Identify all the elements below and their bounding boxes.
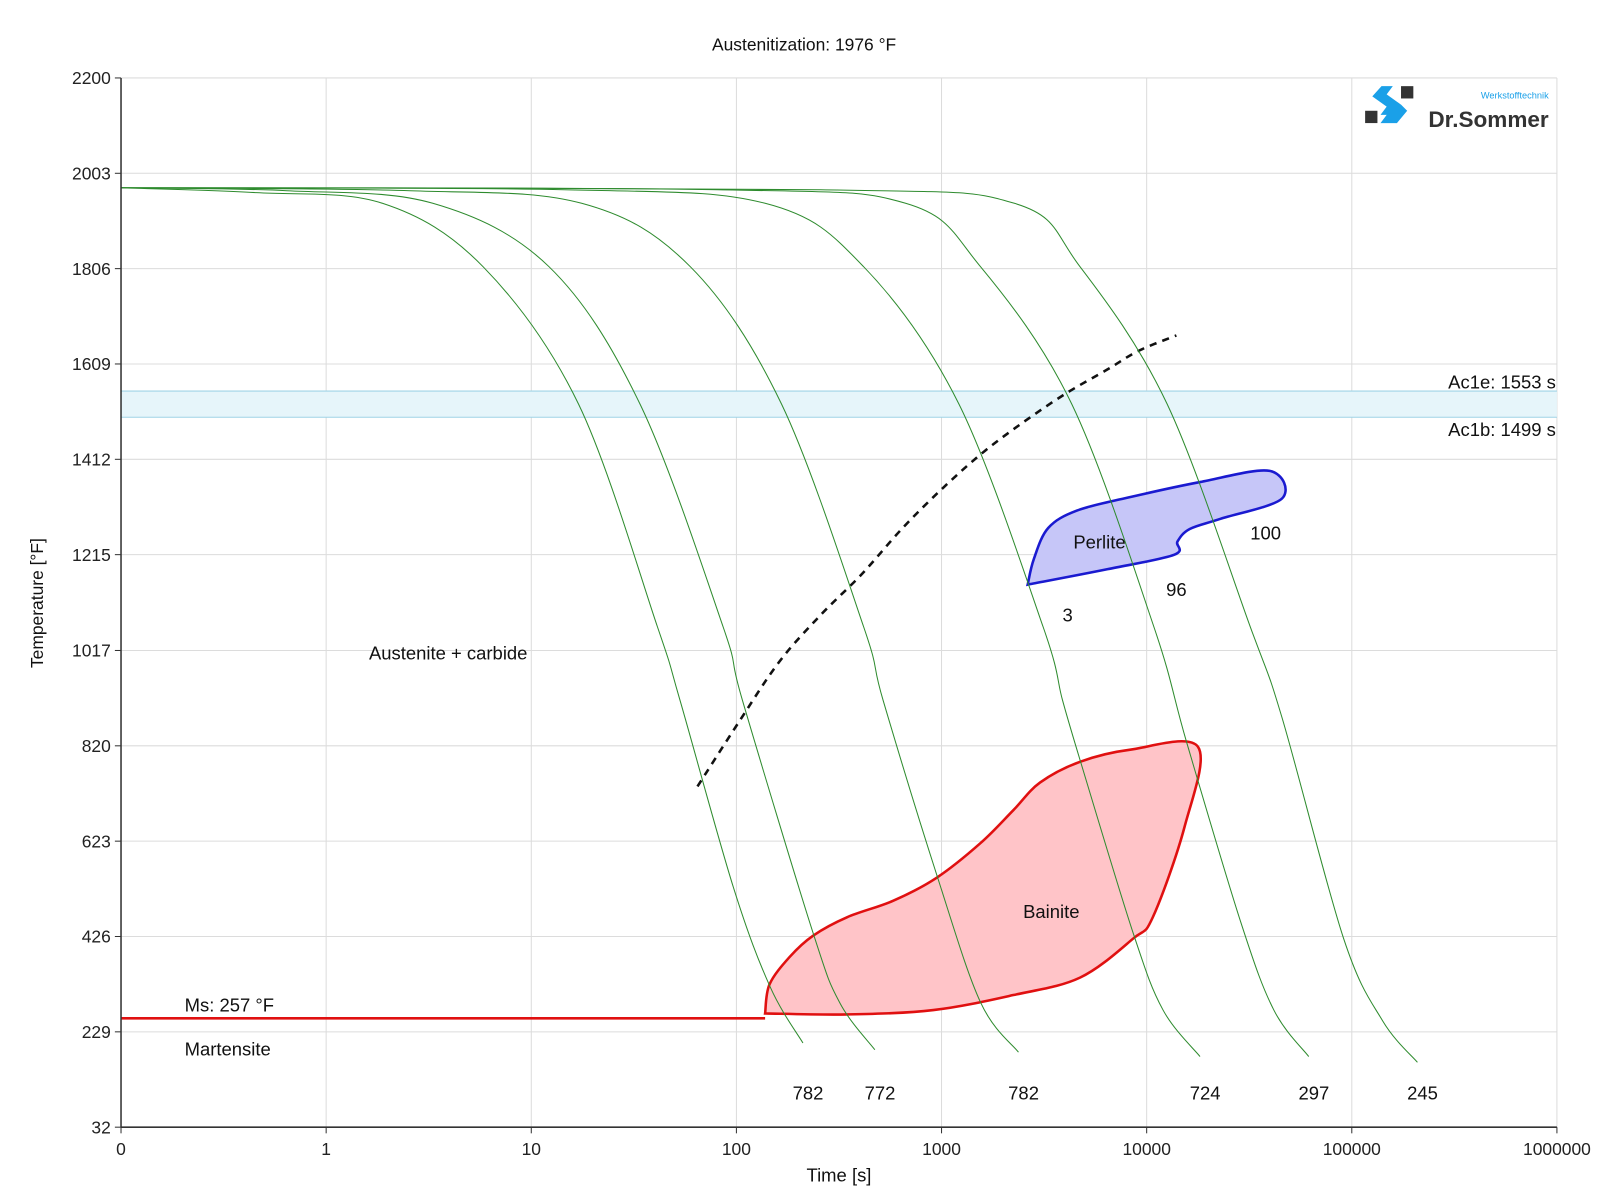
y-tick-label: 1806 <box>72 259 111 279</box>
logo-mark-icon <box>1365 86 1414 124</box>
hardness-label-2: 772 <box>865 1082 896 1103</box>
ac1b-label: Ac1b: 1499 s <box>1448 419 1556 440</box>
ms-label: Ms: 257 °F <box>185 994 274 1015</box>
x-tick-label: 100 <box>722 1139 751 1159</box>
dashed-curve <box>696 334 1177 788</box>
y-tick-label: 229 <box>82 1022 111 1042</box>
tick-labels: 0 1 10 100 1000 10000 100000 1000000 2200 2003 180… <box>72 68 1591 1159</box>
perlite-label: Perlite <box>1073 532 1125 553</box>
bainite-label: Bainite <box>1023 901 1079 922</box>
y-tick-label: 2003 <box>72 163 111 183</box>
x-tick-label: 1 <box>321 1139 331 1159</box>
chart-title: Austenitization: 1976 °F <box>712 34 896 54</box>
austenite-label: Austenite + carbide <box>369 642 528 663</box>
hardness-label-1: 782 <box>793 1082 824 1103</box>
x-tick-label: 10 <box>522 1139 542 1159</box>
logo-brand: Dr.Sommer <box>1428 107 1549 132</box>
hardness-label-4: 724 <box>1190 1082 1221 1103</box>
y-tick-label: 1215 <box>72 545 111 565</box>
cooling-curve-3 <box>121 187 1019 1053</box>
logo-subtitle: Werkstofftechnik <box>1481 90 1549 100</box>
y-tick-label: 1412 <box>72 449 111 469</box>
cooling-curve-1 <box>121 187 804 1044</box>
cooling-curve-2 <box>121 187 876 1051</box>
y-tick-label: 2200 <box>72 68 111 88</box>
x-tick-label: 1000000 <box>1523 1139 1591 1159</box>
x-tick-label: 10000 <box>1122 1139 1171 1159</box>
x-tick-label: 1000 <box>922 1139 961 1159</box>
y-axis-label: Temperature [°F] <box>27 538 47 668</box>
y-tick-label: 623 <box>82 831 111 851</box>
bainite-region <box>763 740 1203 1016</box>
x-axis-label: Time [s] <box>807 1165 872 1186</box>
y-tick-label: 1609 <box>72 354 111 374</box>
perlite-percent-96: 96 <box>1166 579 1187 600</box>
x-tick-label: 0 <box>116 1139 126 1159</box>
hardness-label-3: 782 <box>1008 1082 1039 1103</box>
perlite-region <box>1025 469 1287 587</box>
hardness-label-6: 245 <box>1407 1082 1438 1103</box>
x-tick-label: 100000 <box>1323 1139 1381 1159</box>
y-tick-label: 32 <box>91 1117 110 1137</box>
perlite-percent-100: 100 <box>1250 522 1281 543</box>
cooling-curve-4 <box>121 187 1201 1057</box>
ac1-band <box>121 391 1557 418</box>
hardness-label-5: 297 <box>1298 1082 1329 1103</box>
y-tick-label: 426 <box>82 927 111 947</box>
y-tick-label: 820 <box>82 736 111 756</box>
perlite-percent-3: 3 <box>1063 605 1073 626</box>
ac1e-label: Ac1e: 1553 s <box>1448 372 1556 393</box>
hardness-labels: 782 772 782 724 297 245 <box>793 1082 1438 1103</box>
dr-sommer-logo: Werkstofftechnik Dr.Sommer <box>1365 86 1549 132</box>
y-tick-label: 1017 <box>72 641 111 661</box>
cooling-curve-6 <box>121 187 1418 1063</box>
axes <box>114 77 1558 1134</box>
martensite-label: Martensite <box>185 1038 271 1059</box>
cooling-curves <box>121 187 1418 1063</box>
